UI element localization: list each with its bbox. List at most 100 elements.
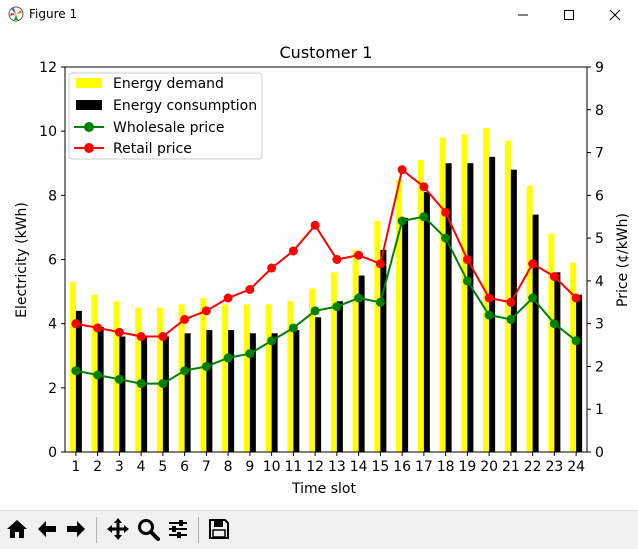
point-wholesale-price [180,366,190,376]
bar-energy-demand [135,307,142,452]
y2-tick-label: 4 [595,274,604,290]
point-wholesale-price [462,276,472,286]
minimize-icon [518,14,528,16]
back-button[interactable] [33,515,61,543]
maximize-button[interactable] [546,0,592,30]
point-wholesale-price [201,361,211,371]
bar-energy-demand [287,301,294,452]
bar-energy-consumption [141,336,148,452]
legend-label-energy-consumption: Energy consumption [113,98,257,114]
y2-tick-label: 3 [595,317,604,333]
x-tick-label: 6 [180,459,189,475]
bar-energy-demand [526,185,533,453]
point-retail-price [462,255,472,264]
bar-energy-demand [156,307,163,452]
y-tick-label: 12 [39,60,57,76]
point-wholesale-price [310,306,320,316]
toolbar-separator [198,517,199,543]
x-tick-label: 13 [328,459,346,475]
bar-energy-demand [570,262,577,452]
point-retail-price [441,207,451,217]
point-wholesale-price [288,323,298,333]
point-wholesale-price [267,336,277,346]
x-tick-label: 23 [545,459,563,475]
point-retail-price [288,246,298,256]
zoom-button[interactable] [134,515,162,543]
point-retail-price [223,293,233,303]
x-tick-label: 9 [245,459,254,475]
bar-energy-demand [178,304,185,452]
forward-arrow-icon [67,521,85,537]
legend-label-energy-demand: Energy demand [113,76,224,92]
y-tick-label: 0 [48,445,57,461]
bar-energy-demand [374,221,381,452]
bar-energy-consumption [445,163,452,452]
bar-energy-consumption [402,217,409,452]
point-wholesale-price [223,353,233,363]
bar-energy-demand [309,288,316,452]
point-retail-price [397,165,407,175]
bar-energy-consumption [467,163,474,452]
bar-energy-demand [352,249,359,452]
x-tick-label: 2 [93,459,102,475]
point-retail-price [180,314,190,324]
y2-tick-label: 5 [595,231,604,247]
legend: Energy demand Energy consumption Wholesa… [68,72,263,160]
y2-tick-label: 1 [595,402,604,418]
close-button[interactable] [592,0,638,30]
window-title: Figure 1 [29,7,78,21]
x-axis-label: Time slot [291,481,356,497]
point-wholesale-price [571,336,581,346]
bar-energy-consumption [162,336,169,452]
bar-energy-consumption [554,272,561,452]
y-tick-label: 6 [48,253,57,269]
point-retail-price [354,250,364,260]
bar-energy-demand [396,179,403,452]
bar-energy-consumption [315,317,322,452]
maximize-icon [564,10,574,20]
save-button[interactable] [205,515,233,543]
point-retail-price [419,182,429,192]
bar-energy-consumption [184,333,191,452]
point-retail-price [375,259,385,269]
figure-canvas: 1 2 3 4 5 6 7 8 9 10 11 12 13 14 15 16 17 18 19 20 21 22 23 24 0… [0,30,638,510]
bar-energy-consumption [249,333,256,452]
bar-energy-consumption [380,249,387,452]
x-tick-label: 20 [480,459,498,475]
x-tick-label: 19 [458,459,476,475]
bar-energy-demand [330,272,337,452]
point-retail-price [201,306,211,316]
home-button[interactable] [3,515,31,543]
y-axis-label: Electricity (kWh) [14,202,30,318]
x-tick-label: 8 [224,459,233,475]
bar-energy-demand [483,127,490,452]
point-retail-price [136,332,146,341]
y2-tick-label: 8 [595,103,604,119]
x-tick-label: 17 [415,459,433,475]
minimize-button[interactable] [500,0,546,30]
configure-subplots-button[interactable] [164,515,192,543]
pan-button[interactable] [104,515,132,543]
y2-tick-label: 6 [595,188,604,204]
point-retail-price [71,319,81,329]
bar-energy-consumption [532,214,539,452]
bar-energy-demand [69,281,76,452]
matplotlib-logo-icon [8,6,24,22]
point-retail-price [93,323,103,333]
lines-layer [71,165,581,389]
point-retail-price [267,263,277,273]
bar-energy-demand [439,137,446,452]
point-wholesale-price [93,370,103,380]
x-tick-label: 22 [524,459,542,475]
pan-icon [107,518,129,540]
point-wholesale-price [245,349,255,359]
x-tick-label: 14 [350,459,368,475]
navigation-toolbar [0,510,638,549]
y-tick-label: 4 [48,317,57,333]
point-wholesale-price [71,366,81,376]
bar-energy-consumption [576,294,583,452]
y-tick-label: 2 [48,381,57,397]
forward-button[interactable] [62,515,90,543]
point-wholesale-price [375,297,385,307]
bar-energy-consumption [293,330,300,452]
